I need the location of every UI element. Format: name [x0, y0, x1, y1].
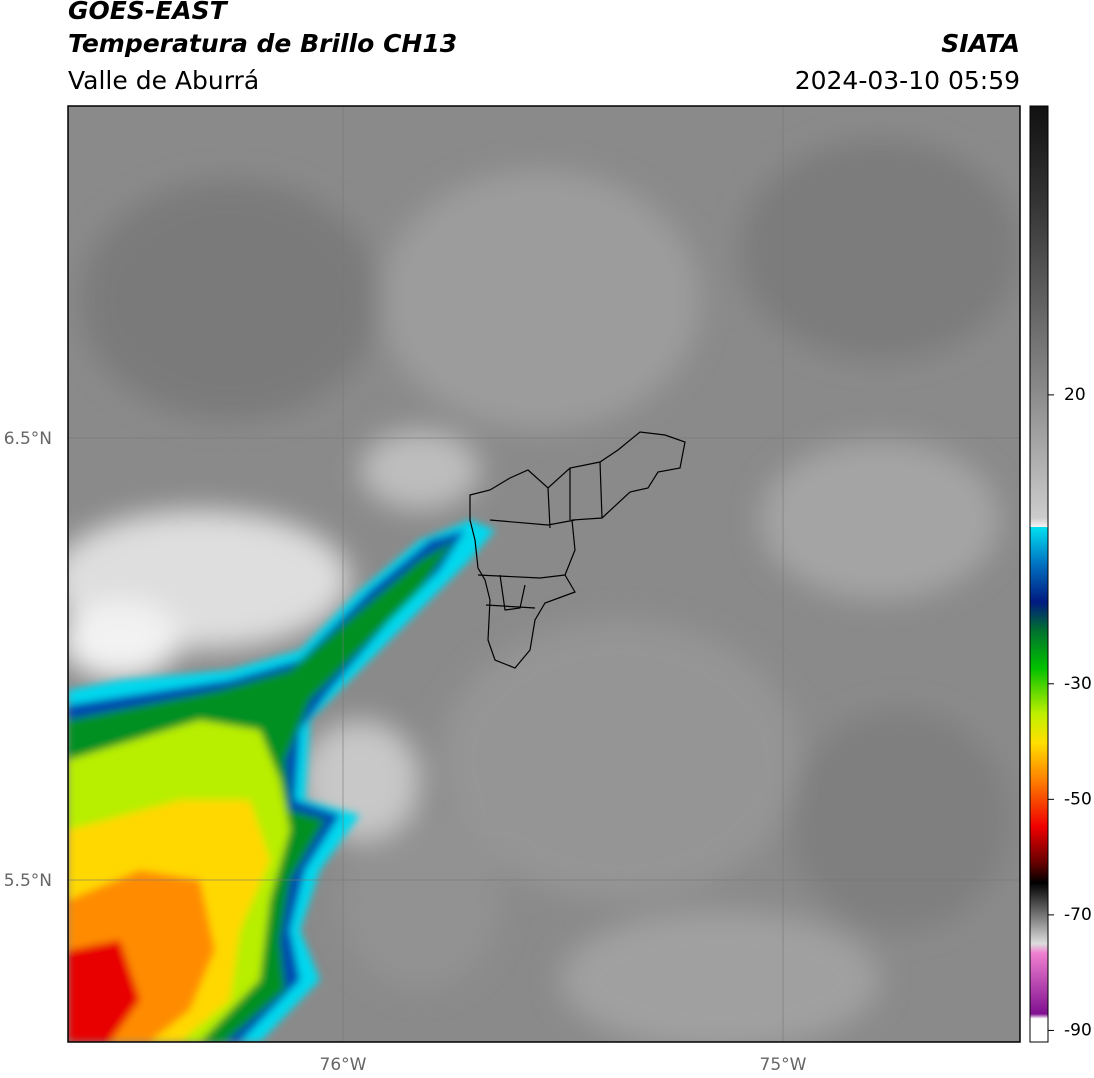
- graticule: [68, 106, 1020, 1042]
- satellite-image: [68, 106, 1020, 1042]
- title: GOES-EAST: [68, 0, 229, 25]
- map-frame: [67, 105, 1021, 1043]
- colorbar-tick-label: -50: [1064, 789, 1092, 809]
- lat-label: 6.5°N: [4, 429, 52, 449]
- colorbar-tick-label: -30: [1064, 674, 1092, 694]
- colorbar: [1029, 105, 1049, 1043]
- municipal-boundaries: [469, 431, 686, 669]
- region: Valle de Aburrá: [68, 66, 259, 95]
- subtitle: Temperatura de Brillo CH13: [68, 29, 457, 58]
- lon-label: 76°W: [320, 1055, 367, 1075]
- lon-label: 75°W: [760, 1055, 807, 1075]
- lat-label: 5.5°N: [4, 871, 52, 891]
- colorbar-tick-label: -90: [1064, 1020, 1092, 1040]
- source: SIATA: [941, 29, 1020, 58]
- colorbar-tick-label: 20: [1064, 385, 1086, 405]
- colorbar-tick-label: -70: [1064, 905, 1092, 925]
- datetime: 2024-03-10 05:59: [795, 66, 1020, 95]
